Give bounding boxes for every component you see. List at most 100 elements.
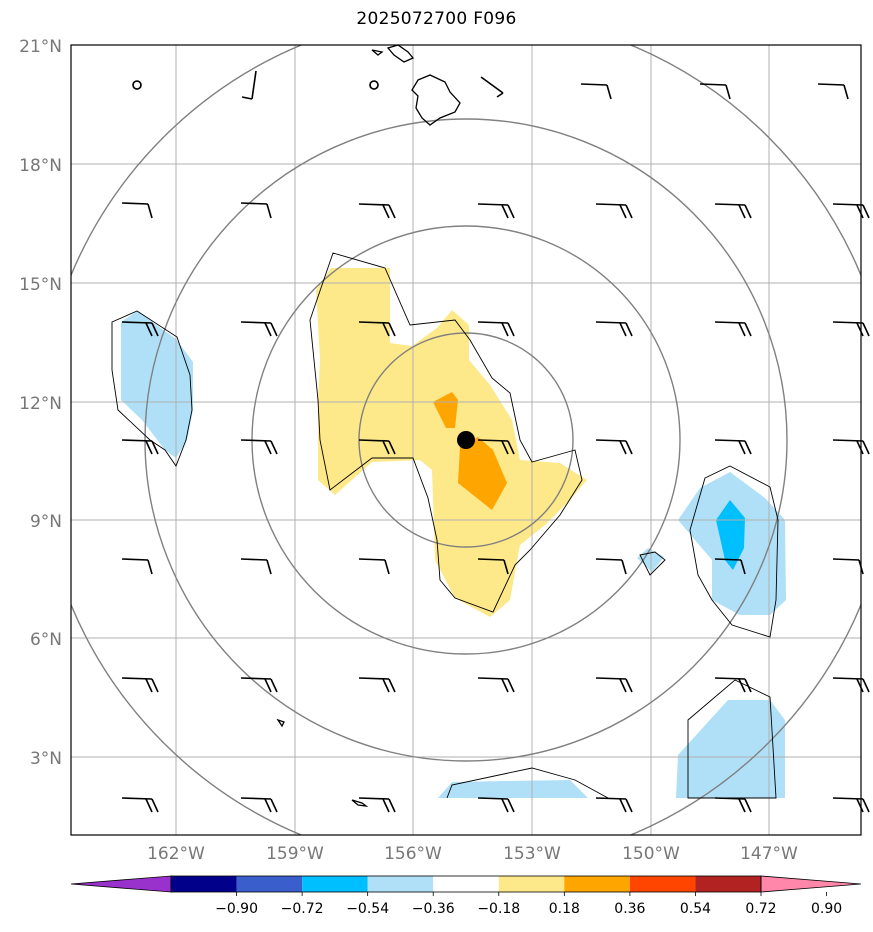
colorbar: −0.90 −0.72 −0.54 −0.36 −0.18 0.18 0.36 0.54 0.7… <box>70 875 862 917</box>
wind-barb <box>358 439 396 455</box>
wind-barb <box>121 797 159 813</box>
lon-label: 159°W <box>266 844 324 864</box>
wind-barb <box>714 439 752 455</box>
colorbar-tick-label: 0.72 <box>745 901 776 917</box>
shaded-field <box>121 268 786 798</box>
positive-anomaly-core <box>458 437 507 510</box>
wind-barb <box>241 70 257 100</box>
wind-barb <box>240 677 278 693</box>
wind-barb <box>580 83 612 100</box>
wind-barb <box>477 558 509 575</box>
negative-anomaly-core <box>716 500 745 570</box>
negative-anomaly-area <box>121 311 193 458</box>
colorbar-segment <box>629 876 696 892</box>
wind-barb <box>714 558 746 575</box>
wind-barb <box>240 797 278 813</box>
island-hawaii <box>411 74 461 126</box>
lat-label: 9°N <box>30 512 62 532</box>
lon-label: 150°W <box>622 844 680 864</box>
wind-barb <box>817 83 849 100</box>
wind-barb <box>358 797 396 813</box>
wind-barb <box>477 203 515 219</box>
wind-barb <box>595 321 633 337</box>
island-small <box>351 799 369 807</box>
wind-barb <box>699 83 731 100</box>
colorbar-outline <box>170 875 762 893</box>
colorbar-tick-label: 0.90 <box>811 901 842 917</box>
wind-barb <box>714 203 752 219</box>
latitude-labels: 21°N 18°N 15°N 12°N 9°N 6°N 3°N <box>19 37 62 769</box>
graticule <box>71 45 861 835</box>
island-maui <box>386 44 415 63</box>
wind-barb <box>595 797 633 813</box>
colorbar-tick-label: −0.72 <box>281 901 324 917</box>
lon-label: 156°W <box>384 844 442 864</box>
colorbar-tick-label: −0.18 <box>477 901 520 917</box>
wind-barb <box>832 321 870 337</box>
colorbar-segment <box>236 876 303 892</box>
wind-barb <box>595 558 627 575</box>
lat-label: 15°N <box>19 275 62 295</box>
wind-barb <box>477 797 515 813</box>
wind-barb <box>832 677 870 693</box>
wind-barb <box>480 76 504 98</box>
lon-label: 153°W <box>503 844 561 864</box>
wind-barb <box>132 80 142 90</box>
wind-barb <box>358 321 396 337</box>
wind-barb <box>121 321 159 337</box>
colorbar-segment <box>367 876 434 892</box>
wind-barbs <box>121 70 870 813</box>
wind-barb <box>477 321 515 337</box>
positive-anomaly-area <box>316 268 587 617</box>
positive-anomaly-core <box>433 392 458 428</box>
wind-barb <box>240 202 272 219</box>
contour-lines <box>111 252 779 799</box>
colorbar-extend-low <box>70 875 172 893</box>
wind-barb <box>369 80 379 90</box>
wind-barb <box>358 558 390 575</box>
lon-label: 147°W <box>740 844 798 864</box>
colorbar-extend-high <box>760 875 862 893</box>
wind-barb <box>358 203 396 219</box>
colorbar-tick-label: −0.54 <box>346 901 389 917</box>
wind-barb <box>358 677 396 693</box>
wind-barb <box>832 797 870 813</box>
lat-label: 6°N <box>30 630 62 650</box>
lat-label: 3°N <box>30 749 62 769</box>
wind-barb <box>240 439 278 455</box>
wind-barb <box>477 677 515 693</box>
wind-barb <box>714 677 752 693</box>
wind-barb <box>832 439 870 455</box>
longitude-labels: 162°W 159°W 156°W 153°W 150°W 147°W <box>147 844 798 864</box>
lat-label: 21°N <box>19 37 62 57</box>
wind-barb <box>121 677 159 693</box>
colorbar-segment <box>433 876 499 892</box>
island-molokai <box>371 49 384 56</box>
colorbar-tick-label: 0.36 <box>614 901 645 917</box>
negative-anomaly-area <box>676 700 785 798</box>
wind-barb <box>477 439 515 455</box>
island-small <box>276 718 285 728</box>
colorbar-segment <box>498 876 565 892</box>
wind-barb <box>832 558 864 575</box>
wind-barb <box>595 439 633 455</box>
lat-label: 12°N <box>19 394 62 414</box>
wind-barb <box>714 797 752 813</box>
wind-barb <box>121 558 153 575</box>
negative-anomaly-area <box>438 780 588 798</box>
wind-barb <box>832 203 870 219</box>
wind-barb <box>240 558 272 575</box>
wind-barb <box>714 321 752 337</box>
wind-barb <box>121 202 153 219</box>
wind-barb <box>240 321 278 337</box>
storm-center-marker <box>457 431 475 449</box>
wind-barb <box>121 439 159 455</box>
lon-label: 162°W <box>147 844 205 864</box>
lat-label: 18°N <box>19 156 62 176</box>
colorbar-segment <box>302 876 368 892</box>
colorbar-tick-label: −0.36 <box>412 901 455 917</box>
wind-barb <box>595 677 633 693</box>
plot-frame <box>70 44 862 836</box>
wind-barb <box>595 203 633 219</box>
